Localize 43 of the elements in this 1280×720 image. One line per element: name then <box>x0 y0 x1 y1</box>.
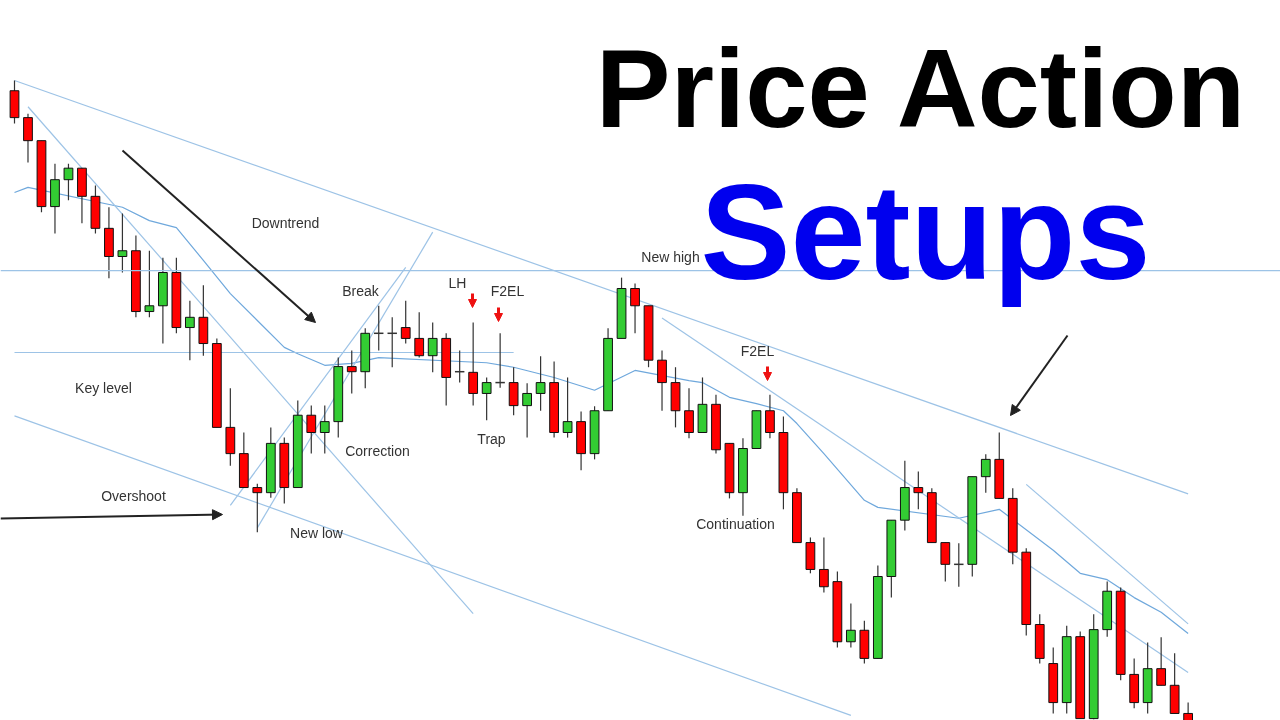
candlestick <box>765 394 775 439</box>
candlestick <box>427 321 438 373</box>
candlestick <box>1156 636 1167 686</box>
candlestick <box>913 470 924 510</box>
annotation: New low <box>290 524 344 541</box>
candlestick <box>252 483 263 533</box>
candlestick <box>468 321 479 407</box>
annotation: New high <box>641 248 700 265</box>
candlestick <box>819 536 829 594</box>
chart-title: Price Action <box>595 26 1246 151</box>
annotation: Break <box>342 282 380 299</box>
candlestick <box>535 355 546 412</box>
candlestick <box>306 405 317 455</box>
annotation: F2EL <box>740 342 775 359</box>
candlestick <box>63 163 74 201</box>
candlestick <box>144 250 155 318</box>
candlestick <box>414 311 425 359</box>
candlestick <box>522 382 532 439</box>
annotation: Continuation <box>696 515 775 532</box>
annotation: Overshoot <box>101 487 166 504</box>
candlestick <box>400 300 411 345</box>
candlestick <box>980 453 991 494</box>
candlestick <box>23 113 33 164</box>
annotation: Key level <box>75 379 132 396</box>
candlestick <box>657 349 667 412</box>
candlestick <box>346 349 357 395</box>
annotation: F2EL <box>490 282 525 299</box>
annotation: Trap <box>477 430 506 447</box>
annotation: LH <box>448 274 467 291</box>
candlestick <box>562 376 573 439</box>
candlestick <box>1183 701 1194 720</box>
candlestick <box>508 366 519 416</box>
candlestick <box>846 602 856 649</box>
candlestick <box>481 376 492 421</box>
candlestick <box>630 282 640 334</box>
candlestick <box>184 300 195 361</box>
candlestick <box>319 405 330 455</box>
candlestick <box>117 213 128 274</box>
text: Setups <box>700 157 1151 308</box>
annotation: Downtrend <box>251 214 320 231</box>
candlestick <box>684 387 694 439</box>
candlestick <box>940 541 951 583</box>
annotation: Correction <box>345 442 410 459</box>
